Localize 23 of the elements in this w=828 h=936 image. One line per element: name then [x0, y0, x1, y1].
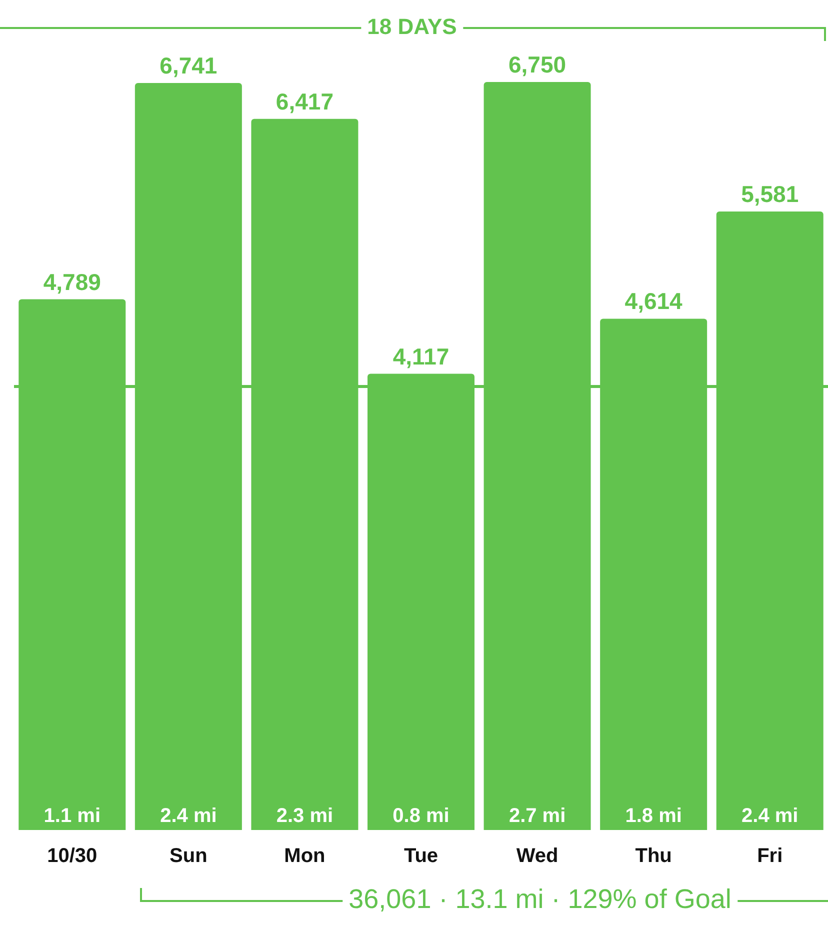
text: 18 DAYS: [361, 14, 463, 40]
annotation: 1.1 mi: [44, 805, 100, 827]
annotation: 1.8 mi: [625, 805, 682, 827]
annotation: 2.4 mi: [160, 805, 217, 827]
annotation: 2.3 mi: [276, 805, 334, 827]
data-label: 4,614: [624, 288, 683, 314]
text: 36,061 · 13.1 mi · 129% of Goal: [342, 884, 738, 915]
x-tick-label: Thu: [635, 845, 672, 867]
data-label: 6,741: [160, 52, 218, 78]
annotation: 0.8 mi: [392, 805, 450, 827]
x-tick-label: 10/30: [47, 845, 98, 867]
data-label: 4,789: [43, 268, 101, 295]
data-label: 6,417: [276, 88, 334, 114]
annotation: 2.7 mi: [508, 805, 566, 827]
data-label: 4,117: [392, 343, 450, 370]
x-tick-label: Tue: [404, 845, 438, 867]
data-label: 6,750: [508, 52, 566, 78]
x-tick-label: Fri: [757, 845, 783, 867]
x-tick-label: Mon: [284, 845, 326, 867]
annotation: 2.4 mi: [742, 805, 798, 827]
data-label: 5,581: [741, 181, 799, 208]
x-tick-label: Wed: [516, 845, 558, 867]
x-tick-label: Sun: [170, 845, 208, 867]
